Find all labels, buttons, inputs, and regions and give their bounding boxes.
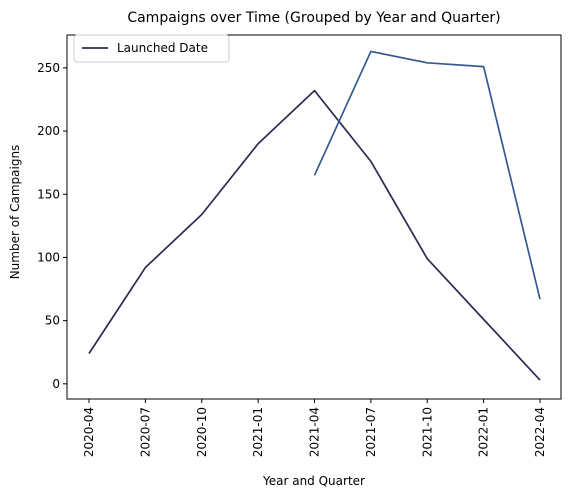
y-tick-label: 200 xyxy=(37,124,60,138)
chart-title: Campaigns over Time (Grouped by Year and… xyxy=(127,10,500,26)
x-tick-label: 2021-01 xyxy=(251,407,265,457)
y-tick-label: 50 xyxy=(45,314,60,328)
legend-box xyxy=(73,34,230,63)
x-tick-label: 2021-04 xyxy=(308,407,322,457)
x-tick-label: 2022-01 xyxy=(477,407,491,457)
x-tick-label: 2020-07 xyxy=(138,407,152,457)
y-axis-title: Number of Campaigns xyxy=(8,145,22,280)
x-tick-label: 2021-10 xyxy=(420,407,434,457)
x-tick-label: 2020-04 xyxy=(82,407,96,457)
y-axis: 0 50 100 150 200 250 xyxy=(37,61,67,391)
x-axis: 2020-04 2020-07 2020-10 2021-01 2021-04 2021-… xyxy=(82,399,547,457)
y-tick-label: 100 xyxy=(37,250,60,264)
x-tick-label: 2021-07 xyxy=(364,407,378,457)
series-line-1 xyxy=(88,89,541,381)
y-tick-label: 0 xyxy=(52,377,60,391)
plot-frame xyxy=(66,34,562,400)
series-line-2 xyxy=(313,50,541,300)
legend: Launched Date xyxy=(73,34,230,63)
y-tick-label: 250 xyxy=(37,61,60,75)
y-tick-label: 150 xyxy=(37,187,60,201)
x-tick-label: 2020-10 xyxy=(195,407,209,457)
x-axis-title: Year and Quarter xyxy=(262,474,365,488)
x-tick-label: 2022-04 xyxy=(533,407,547,457)
plot-area xyxy=(88,50,541,381)
legend-label-launched-date: Launched Date xyxy=(117,41,208,55)
